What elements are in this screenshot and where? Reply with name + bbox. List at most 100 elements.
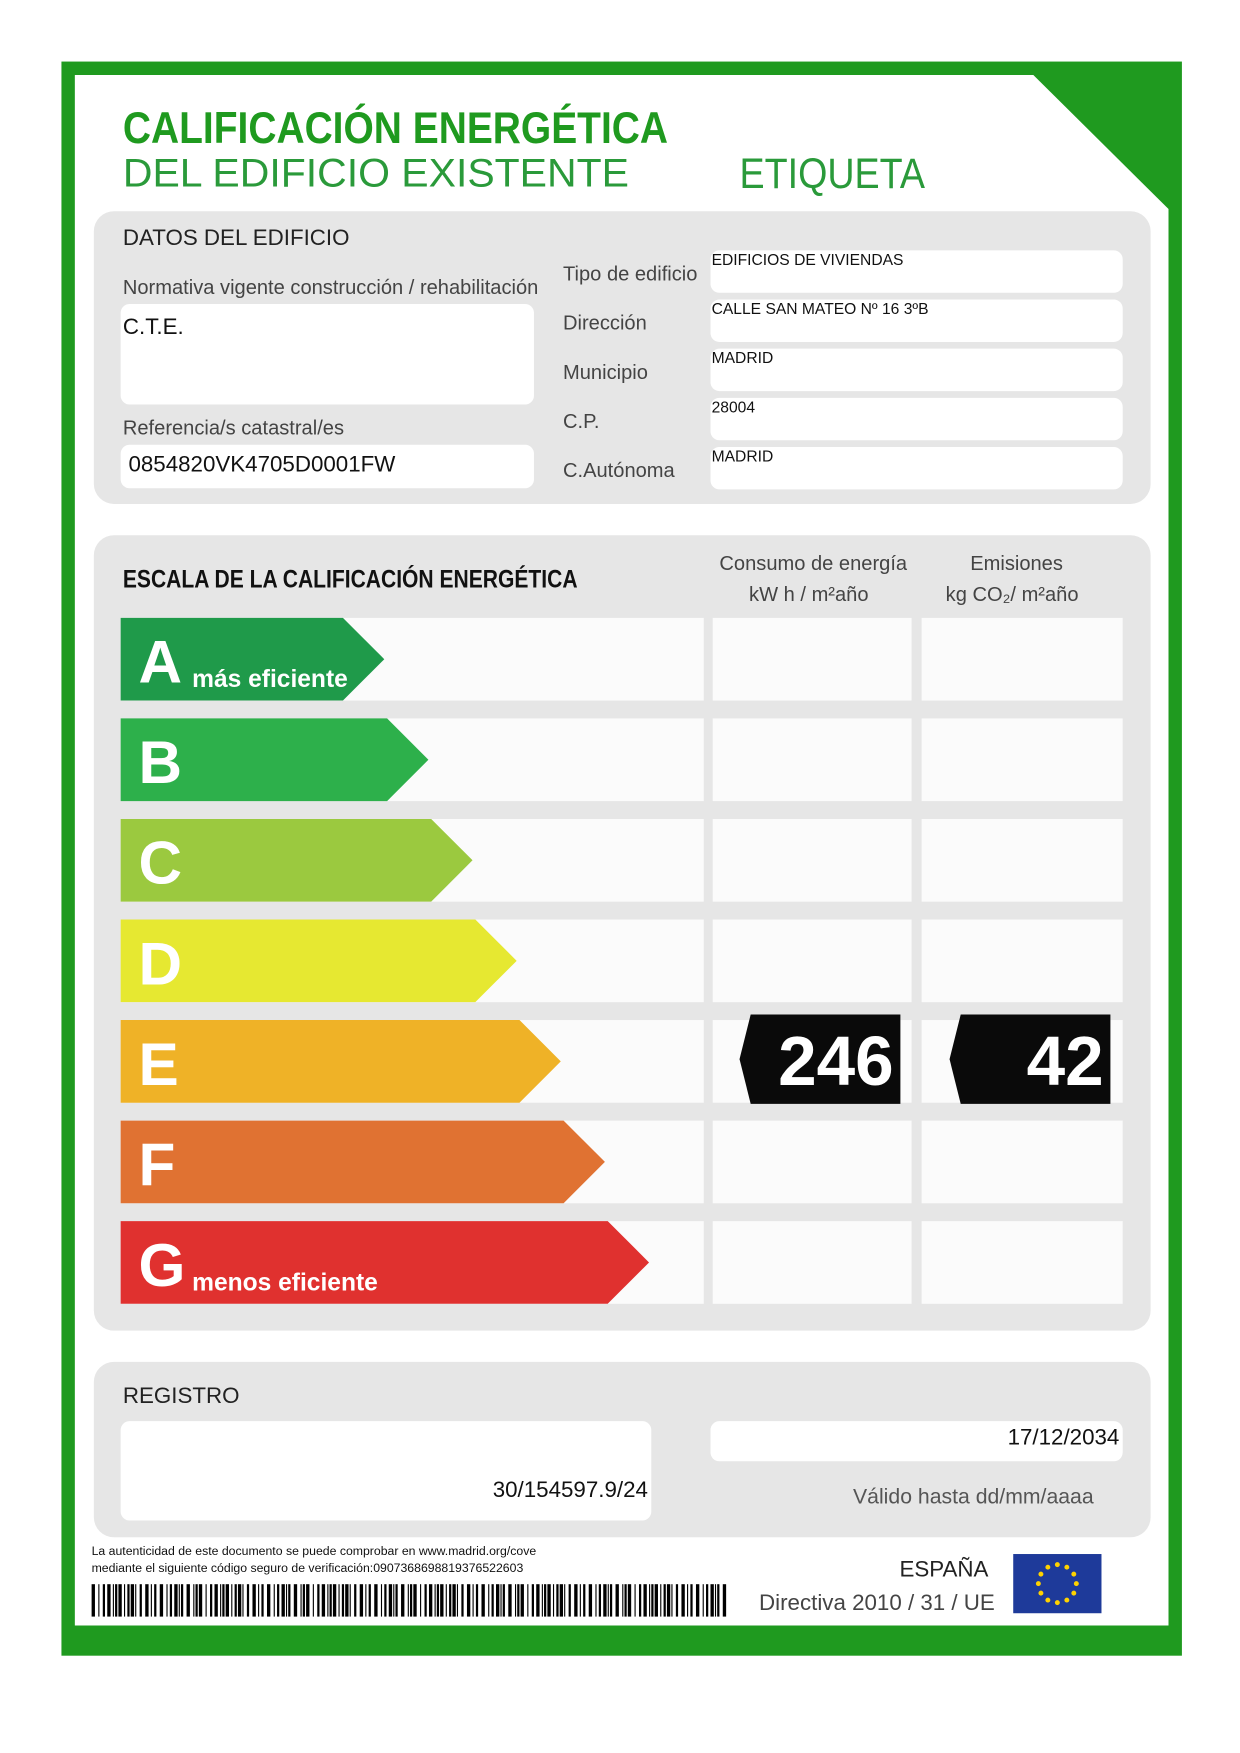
barcode-bar xyxy=(166,1584,168,1617)
barcode-bar xyxy=(234,1584,237,1617)
barcode-bar xyxy=(222,1584,225,1617)
barcode-bar xyxy=(341,1584,345,1617)
barcode-bar xyxy=(225,1584,230,1617)
barcode-bar xyxy=(710,1584,714,1617)
barcode-bar xyxy=(198,1584,203,1617)
barcode-bar xyxy=(302,1584,305,1617)
barcode-bar xyxy=(663,1584,666,1617)
barcode-bar xyxy=(374,1584,378,1617)
field-label: C.Autónoma xyxy=(563,460,676,482)
barcode-bar xyxy=(242,1584,244,1617)
row-bg xyxy=(712,1221,912,1304)
barcode-bar xyxy=(388,1584,393,1617)
rating-value: 42 xyxy=(1027,1022,1104,1100)
barcode-bar xyxy=(384,1584,387,1617)
row-bg xyxy=(712,718,912,802)
barcode-bar xyxy=(365,1584,367,1617)
barcode-bar xyxy=(531,1584,534,1617)
barcode-bar xyxy=(174,1584,178,1617)
barcode-bar xyxy=(252,1584,256,1617)
class-note: menos eficiente xyxy=(192,1269,378,1296)
row-bg xyxy=(921,818,1123,902)
field-label: Normativa vigente construcción / rehabil… xyxy=(123,277,538,299)
barcode-bar xyxy=(139,1584,142,1617)
barcode-bar xyxy=(609,1584,613,1617)
field-box xyxy=(710,348,1123,392)
barcode-bar xyxy=(714,1584,717,1617)
row-bg xyxy=(921,1221,1123,1304)
barcode-bar xyxy=(281,1584,285,1617)
barcode-bar xyxy=(407,1584,409,1617)
barcode-bar xyxy=(717,1584,720,1617)
class-arrow xyxy=(120,818,473,902)
barcode-bar xyxy=(502,1584,505,1617)
barcode-bar xyxy=(118,1584,122,1617)
field-label: C.P. xyxy=(563,411,600,433)
country: ESPAÑA xyxy=(899,1556,988,1581)
barcode-bar xyxy=(395,1584,398,1617)
barcode-bar xyxy=(491,1584,494,1617)
class-letter: E xyxy=(139,1030,179,1098)
column-header: kW h / m²año xyxy=(749,584,868,606)
barcode-bar xyxy=(424,1584,427,1617)
barcode-bar xyxy=(300,1584,302,1617)
barcode-bar xyxy=(579,1584,581,1617)
barcode-bar xyxy=(237,1584,242,1617)
title: CALIFICACIÓN ENERGÉTICA xyxy=(123,103,668,153)
barcode-bar xyxy=(420,1584,422,1617)
eu-star xyxy=(1038,1590,1044,1596)
barcode-bar xyxy=(520,1584,524,1617)
eu-star xyxy=(1045,1597,1051,1603)
barcode-bar xyxy=(603,1584,607,1617)
barcode-bar xyxy=(517,1584,520,1617)
rating-value: 246 xyxy=(778,1022,894,1100)
barcode-bar xyxy=(345,1584,349,1617)
field-value: MADRID xyxy=(712,350,774,367)
class-letter: B xyxy=(139,728,183,796)
row-bg xyxy=(712,818,912,902)
field-box xyxy=(710,1421,1123,1462)
barcode-bar xyxy=(651,1584,654,1617)
eu-star xyxy=(1038,1571,1044,1577)
barcode-bar xyxy=(130,1584,135,1617)
row-bg xyxy=(921,718,1123,802)
field-value: EDIFICIOS DE VIVIENDAS xyxy=(712,252,904,269)
registro-number: 30/154597.9/24 xyxy=(493,1477,648,1502)
barcode-bar xyxy=(627,1584,632,1617)
barcode-bar xyxy=(654,1584,658,1617)
barcode-bar xyxy=(329,1584,332,1617)
field-box xyxy=(120,444,534,489)
barcode-bar xyxy=(481,1584,485,1617)
barcode-bar xyxy=(452,1584,456,1617)
barcode-bar xyxy=(544,1584,547,1617)
row-bg xyxy=(921,919,1123,1003)
barcode-bar xyxy=(445,1584,447,1617)
barcode-bar xyxy=(102,1584,106,1617)
class-letter: F xyxy=(139,1130,176,1198)
column-header: kg CO₂/ m²año xyxy=(946,584,1079,606)
row-bg xyxy=(712,1120,912,1204)
verification-text: La autenticidad de este documento se pue… xyxy=(92,1544,537,1558)
barcode-bar xyxy=(293,1584,298,1617)
barcode-bar xyxy=(285,1584,288,1617)
barcode-bar xyxy=(536,1584,540,1617)
barcode-bar xyxy=(436,1584,440,1617)
barcode-bar xyxy=(634,1584,636,1617)
barcode-bar xyxy=(583,1584,586,1617)
verification-text: mediante el siguiente código seguro de v… xyxy=(92,1561,524,1575)
field-label: Tipo de edificio xyxy=(563,264,697,286)
section-title: REGISTRO xyxy=(123,1383,240,1408)
barcode-bar xyxy=(180,1584,184,1617)
field-box xyxy=(710,299,1123,342)
rating-arrow xyxy=(739,1014,901,1104)
barcode-bar xyxy=(413,1584,417,1617)
barcode-bar xyxy=(393,1584,395,1617)
barcode-bar xyxy=(461,1584,464,1617)
column-header: Consumo de energía xyxy=(719,553,907,575)
rating-arrow xyxy=(949,1014,1111,1104)
eu-star xyxy=(1071,1590,1077,1596)
class-arrow xyxy=(120,1020,561,1103)
barcode-bar xyxy=(354,1584,357,1617)
